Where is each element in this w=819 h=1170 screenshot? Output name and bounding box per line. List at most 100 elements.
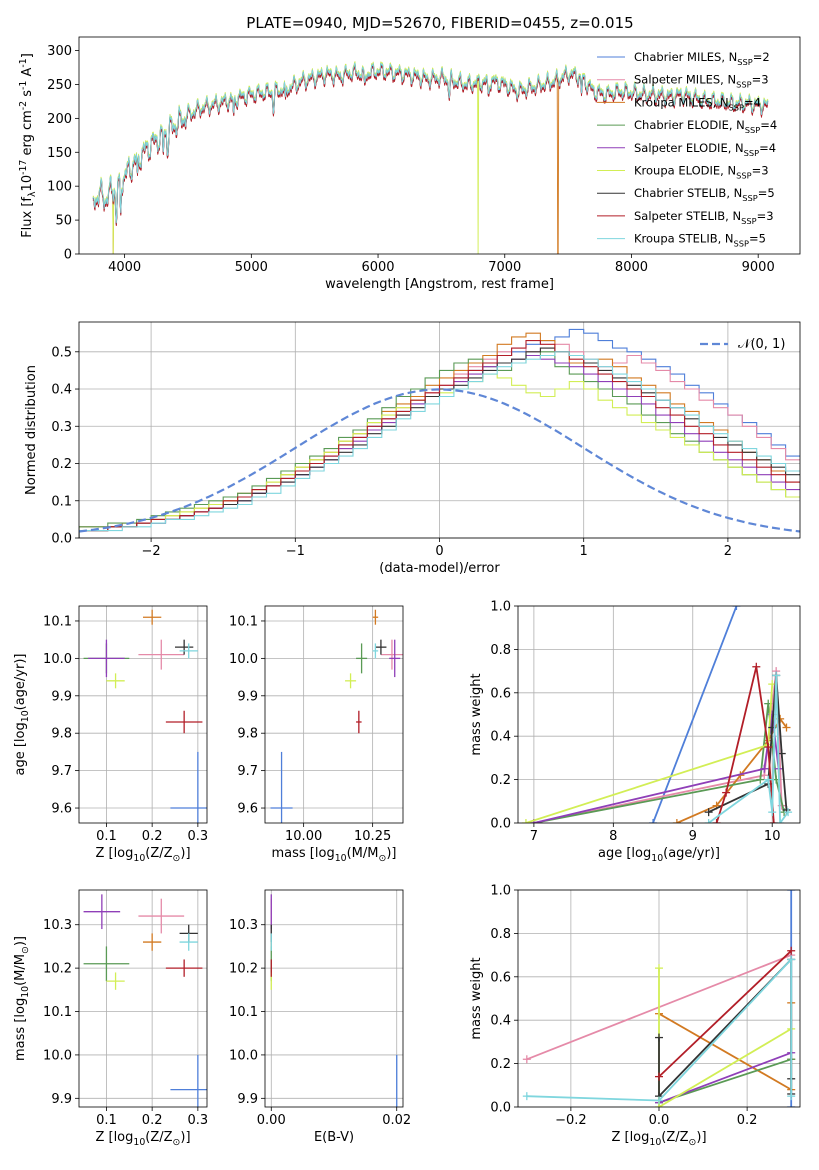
errorbar-point: [175, 639, 194, 655]
x-tick-label: 0.00: [257, 1113, 286, 1128]
series-marker: [787, 890, 796, 894]
series-marker: [760, 764, 769, 773]
y-tick-label: 0.0: [490, 817, 511, 832]
y-tick-label: 10.2: [229, 962, 258, 977]
text-run: 10: [133, 853, 145, 864]
text-run: age [log: [598, 846, 651, 861]
y-tick-label: 10.3: [43, 918, 72, 933]
y-tick-label: 10.0: [229, 1048, 258, 1063]
series-marker: [768, 808, 777, 817]
y-tick-label: 300: [47, 44, 72, 59]
weight-series-line: [708, 674, 789, 823]
x-tick-label: 2: [724, 544, 732, 559]
x-tick-label: 8: [609, 829, 617, 844]
histogram-series: [79, 351, 800, 538]
text-run: Chabrier MILES, N: [634, 50, 737, 64]
y-tick-label: 0.2: [490, 1057, 511, 1072]
text-run: 10: [20, 175, 35, 192]
text-run: SSP: [734, 239, 749, 249]
y-tick-label: 9.8: [237, 727, 258, 742]
x-tick-label: 0.1: [96, 1113, 117, 1128]
text-run: Chabrier ELODIE, N: [634, 118, 745, 132]
text-run: Kroupa MILES, N: [634, 95, 729, 109]
text-run: )]: [13, 936, 28, 946]
axes-frame: [517, 889, 801, 1108]
x-tick-label: 7: [530, 829, 538, 844]
axes-frame: [78, 321, 801, 539]
plot-area-z-mass: [83, 894, 207, 1107]
y-tick-label: 0.8: [490, 927, 511, 942]
text-run: Kroupa STELIB, N: [634, 232, 734, 246]
text-run: ⊙: [20, 946, 31, 954]
text-run: SSP: [745, 125, 760, 135]
y-tick-label: 10.0: [43, 1048, 72, 1063]
series-marker: [704, 819, 713, 823]
series-marker: [649, 819, 658, 823]
y-tick-label: 0: [64, 248, 72, 263]
series-marker: [522, 1055, 531, 1064]
y-tick-label: 250: [47, 78, 72, 93]
errorbar-point: [88, 639, 125, 678]
errorbar-point: [143, 933, 162, 951]
x-tick-label: 1: [580, 544, 588, 559]
text-run: Z [log: [95, 1130, 133, 1145]
text-run: =3: [752, 73, 769, 87]
text-run: -1: [18, 81, 29, 90]
plot-area-z-weight: [522, 890, 796, 1107]
text-run: (age/yr)]: [663, 846, 720, 861]
x-axis-label: mass [log10(M/M⊙)]: [272, 846, 397, 864]
weight-series-line: [652, 606, 738, 823]
errorbar-point: [356, 643, 368, 674]
text-run: erg cm: [20, 110, 35, 159]
errorbar-point: [380, 639, 403, 670]
text-run: ⊙: [173, 853, 181, 864]
weight-series-line: [533, 670, 783, 823]
errorbar-point: [143, 609, 162, 625]
y-tick-label: 0.3: [51, 420, 72, 435]
panel-z-mass: 0.1 0.2 0.39.910.010.110.210.3Z [log10(Z/Z…: [13, 889, 208, 1148]
text-run: Normed distribution: [24, 365, 39, 495]
y-tick-label: 1.0: [490, 600, 511, 615]
text-run: wavelength [Angstrom, rest frame]: [325, 277, 554, 292]
series-marker: [787, 946, 796, 955]
x-tick-label: 0.3: [188, 829, 209, 844]
text-run: A: [20, 68, 35, 81]
text-run: =2: [753, 50, 770, 64]
legend-label: Kroupa ELODIE, NSSP=3: [634, 164, 769, 181]
errorbar-point: [179, 933, 198, 951]
text-run: (Z/Z: [661, 1130, 688, 1145]
x-tick-label: 9000: [742, 260, 775, 275]
x-tick-label: 0.1: [96, 829, 117, 844]
plot-area-residuals: [79, 328, 800, 538]
errorbar-point: [389, 639, 401, 678]
spectrum-series-line: [92, 61, 769, 254]
y-tick-label: 0.1: [51, 494, 72, 509]
text-run: =3: [757, 209, 774, 223]
y-tick-label: 9.7: [237, 764, 258, 779]
text-run: (age/yr)]: [13, 654, 28, 711]
y-tick-label: 9.6: [51, 802, 72, 817]
text-run: 10: [649, 1137, 661, 1148]
axes-frame: [78, 36, 801, 255]
text-run: )]: [386, 846, 396, 861]
text-run: (Z/Z: [145, 1130, 172, 1145]
plot-area-spectrum: [92, 61, 769, 254]
y-tick-label: 9.9: [237, 1092, 258, 1107]
text-run: (M/M: [13, 954, 28, 986]
series-marker: [764, 775, 773, 784]
errorbar-point: [83, 946, 130, 982]
series-marker: [776, 819, 785, 823]
errorbar-point: [170, 751, 207, 823]
series-marker: [722, 788, 731, 797]
y-tick-label: 10.1: [229, 1005, 258, 1020]
histogram-series: [79, 351, 800, 538]
x-tick-label: 0: [435, 544, 443, 559]
legend-label: Chabrier MILES, NSSP=2: [634, 50, 770, 67]
histogram-series: [79, 340, 800, 538]
plot-area-z-age: [83, 609, 207, 823]
text-run: =4: [759, 141, 776, 155]
y-axis-label: Normed distribution: [24, 365, 39, 495]
text-run: SSP: [744, 148, 759, 158]
y-tick-label: 0.0: [490, 1101, 511, 1116]
